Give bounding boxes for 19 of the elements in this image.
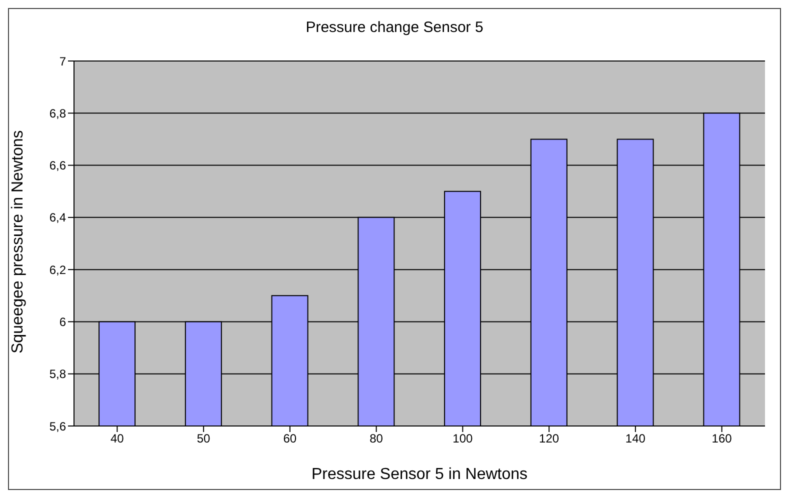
y-tick-label: 6 — [59, 314, 66, 329]
y-tick-label: 6,4 — [49, 210, 66, 225]
y-tick-label: 5,8 — [49, 367, 66, 382]
y-tick-label: 7 — [59, 54, 66, 68]
y-axis-title: Squeegee pressure in Newtons — [10, 130, 27, 354]
x-tick-label: 160 — [712, 432, 732, 446]
x-axis-title: Pressure Sensor 5 in Newtons — [311, 466, 528, 483]
x-tick-label: 60 — [283, 432, 297, 446]
x-tick-label: 140 — [625, 432, 646, 446]
x-tick-label: 80 — [370, 432, 384, 446]
y-tick-label: 6,2 — [49, 262, 66, 277]
x-tick-label: 40 — [110, 432, 124, 446]
y-tick-label: 6,8 — [49, 106, 66, 120]
y-tick-label: 5,6 — [49, 419, 66, 434]
chart-title: Pressure change Sensor 5 — [304, 18, 484, 38]
x-tick-label: 50 — [196, 432, 211, 446]
x-tick-label: 120 — [539, 432, 560, 446]
y-tick-label: 6,6 — [49, 158, 66, 173]
x-tick-label: 100 — [452, 432, 474, 446]
